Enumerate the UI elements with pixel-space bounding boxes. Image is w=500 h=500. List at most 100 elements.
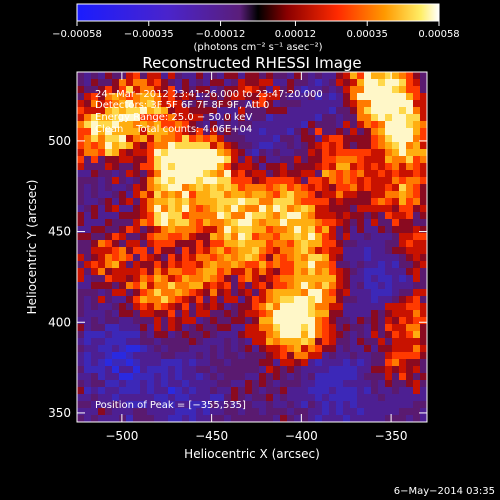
heatmap-cell	[168, 324, 176, 332]
heatmap-cell	[245, 366, 253, 374]
heatmap-cell	[147, 317, 155, 325]
heatmap-cell	[413, 128, 421, 136]
heatmap-cell	[77, 191, 85, 199]
heatmap-cell	[126, 107, 134, 115]
heatmap-cell	[147, 380, 155, 388]
heatmap-cell	[119, 303, 127, 311]
heatmap-cell	[322, 128, 330, 136]
heatmap-cell	[357, 373, 365, 381]
heatmap-cell	[91, 205, 99, 213]
heatmap-cell	[210, 296, 218, 304]
heatmap-cell	[420, 275, 427, 283]
heatmap-cell	[322, 205, 330, 213]
heatmap-cell	[329, 226, 337, 234]
heatmap-cell	[238, 135, 246, 143]
heatmap-cell	[392, 261, 400, 269]
heatmap-cell	[161, 226, 169, 234]
heatmap-cell	[154, 156, 162, 164]
heatmap-cell	[77, 373, 85, 381]
heatmap-cell	[336, 219, 344, 227]
heatmap-cell	[315, 401, 323, 409]
heatmap-cell	[308, 345, 316, 353]
heatmap-cell	[154, 79, 162, 87]
heatmap-cell	[413, 254, 421, 262]
heatmap-cell	[301, 114, 309, 122]
heatmap-cell	[217, 212, 225, 220]
heatmap-cell	[413, 163, 421, 171]
heatmap-cell	[182, 170, 190, 178]
heatmap-cell	[378, 86, 386, 94]
heatmap-cell	[322, 359, 330, 367]
heatmap-cell	[301, 380, 309, 388]
heatmap-cell	[287, 247, 295, 255]
heatmap-cell	[182, 303, 190, 311]
heatmap-cell	[189, 142, 197, 150]
heatmap-cell	[322, 408, 330, 416]
heatmap-cell	[273, 226, 281, 234]
heatmap-cell	[112, 254, 120, 262]
heatmap-cell	[133, 324, 141, 332]
heatmap-cell	[378, 191, 386, 199]
heatmap-cell	[266, 254, 274, 262]
heatmap-cell	[413, 282, 421, 290]
heatmap-cell	[217, 107, 225, 115]
heatmap-cell	[385, 275, 393, 283]
heatmap-cell	[133, 373, 141, 381]
heatmap-cell	[133, 289, 141, 297]
heatmap-cell	[413, 338, 421, 346]
heatmap-cell	[133, 338, 141, 346]
heatmap-cell	[413, 142, 421, 150]
heatmap-cell	[280, 149, 288, 157]
heatmap-cell	[350, 233, 358, 241]
heatmap-cell	[308, 373, 316, 381]
heatmap-cell	[189, 135, 197, 143]
heatmap-cell	[287, 338, 295, 346]
heatmap-cell	[392, 345, 400, 353]
heatmap-cell	[161, 254, 169, 262]
plot-frame	[76, 71, 428, 423]
heatmap-cell	[91, 233, 99, 241]
heatmap-cell	[119, 317, 127, 325]
heatmap-cell	[336, 366, 344, 374]
heatmap-cell	[105, 240, 113, 248]
heatmap-cell	[357, 219, 365, 227]
heatmap-cell	[91, 282, 99, 290]
heatmap-cell	[126, 184, 134, 192]
heatmap-cell	[294, 191, 302, 199]
heatmap-cell	[413, 86, 421, 94]
heatmap-cell	[112, 142, 120, 150]
heatmap-cell	[294, 128, 302, 136]
heatmap-cell	[98, 198, 106, 206]
heatmap-cell	[161, 114, 169, 122]
heatmap-cell	[336, 240, 344, 248]
heatmap-cell	[147, 142, 155, 150]
x-tick-label: −450	[195, 429, 228, 443]
heatmap-cell	[245, 205, 253, 213]
heatmap-cell	[259, 205, 267, 213]
heatmap-cell	[84, 142, 92, 150]
heatmap-cell	[210, 289, 218, 297]
heatmap-cell	[259, 184, 267, 192]
heatmap-cell	[420, 415, 427, 422]
heatmap-cell	[336, 289, 344, 297]
heatmap-cell	[140, 394, 148, 402]
heatmap-cell	[77, 268, 85, 276]
heatmap-cell	[259, 359, 267, 367]
heatmap-cell	[420, 233, 427, 241]
heatmap-cell	[126, 331, 134, 339]
heatmap-cell	[161, 79, 169, 87]
heatmap-cell	[224, 72, 232, 80]
heatmap-cell	[196, 219, 204, 227]
heatmap-cell	[224, 128, 232, 136]
heatmap-cell	[112, 79, 120, 87]
heatmap-cell	[217, 247, 225, 255]
heatmap-cell	[210, 184, 218, 192]
heatmap-cell	[252, 275, 260, 283]
heatmap-cell	[175, 212, 183, 220]
heatmap-cell	[252, 86, 260, 94]
heatmap-cell	[210, 352, 218, 360]
heatmap-cell	[140, 163, 148, 171]
heatmap-cell	[266, 387, 274, 395]
heatmap-cell	[168, 366, 176, 374]
heatmap-cell	[217, 380, 225, 388]
